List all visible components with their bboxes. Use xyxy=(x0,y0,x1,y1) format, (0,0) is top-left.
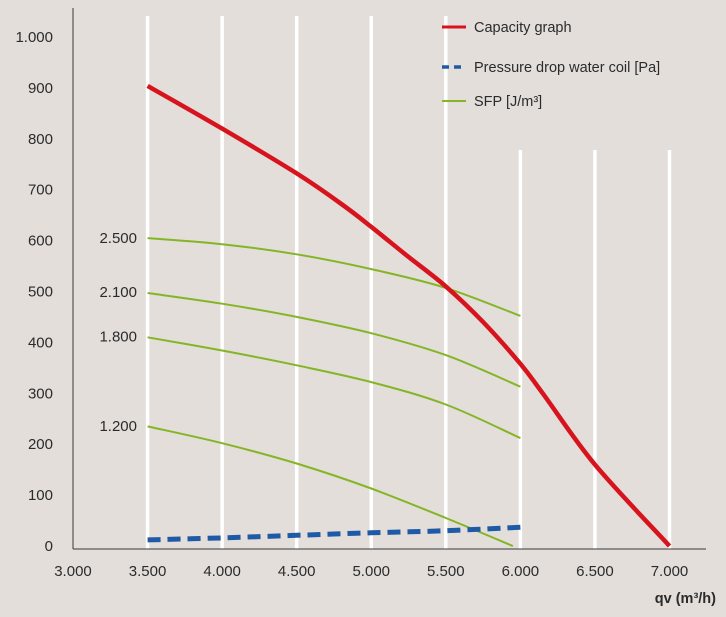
x-tick-label: 5.000 xyxy=(352,563,390,580)
x-tick-label: 6.500 xyxy=(576,563,614,580)
sfp-label: 1.800 xyxy=(99,328,137,345)
y-tick-label: 1.000 xyxy=(15,29,53,46)
axes xyxy=(72,8,706,550)
y-tick-label: 800 xyxy=(28,131,53,148)
y-tick-label: 700 xyxy=(28,182,53,199)
legend-label: SFP [J/m³] xyxy=(474,94,542,110)
y-tick-labels: 0 100 200 300 400 500 600 700 800 900 1.000 xyxy=(15,29,53,555)
capacity-line xyxy=(146,83,672,548)
sfp-line-1.800 xyxy=(147,336,521,440)
legend: Capacity graph Pressure drop water coil [… xyxy=(442,20,660,110)
gridlines xyxy=(145,16,672,549)
y-tick-label: 900 xyxy=(28,80,53,97)
x-tick-label: 7.000 xyxy=(651,563,689,580)
legend-label: Capacity graph xyxy=(474,20,572,36)
x-tick-label: 3.000 xyxy=(54,563,92,580)
y-tick-label: 400 xyxy=(28,334,53,351)
x-tick-labels: 3.000 3.500 4.000 4.500 5.000 5.500 6.000 6.500… xyxy=(54,563,688,580)
x-tick-label: 6.000 xyxy=(502,563,540,580)
sfp-label: 2.500 xyxy=(99,230,137,247)
y-tick-label: 500 xyxy=(28,284,53,301)
y-tick-label: 0 xyxy=(45,538,53,555)
y-tick-label: 300 xyxy=(28,385,53,402)
x-tick-label: 4.000 xyxy=(203,563,241,580)
x-tick-label: 5.500 xyxy=(427,563,465,580)
sfp-label: 1.200 xyxy=(99,418,137,435)
sfp-line-2.100 xyxy=(147,292,521,388)
legend-label: Pressure drop water coil [Pa] xyxy=(474,60,660,76)
sfp-line-1.200 xyxy=(147,425,514,547)
pressure-drop-line xyxy=(147,524,521,543)
sfp-label: 2.100 xyxy=(99,284,137,301)
x-tick-label: 4.500 xyxy=(278,563,316,580)
series-lines xyxy=(146,83,672,548)
y-tick-label: 600 xyxy=(28,233,53,250)
y-tick-label: 100 xyxy=(28,487,53,504)
y-tick-label: 200 xyxy=(28,436,53,453)
x-tick-label: 3.500 xyxy=(129,563,167,580)
sfp-labels: 2.500 2.100 1.800 1.200 xyxy=(99,230,137,435)
x-axis-label: qv (m³/h) xyxy=(655,591,716,607)
